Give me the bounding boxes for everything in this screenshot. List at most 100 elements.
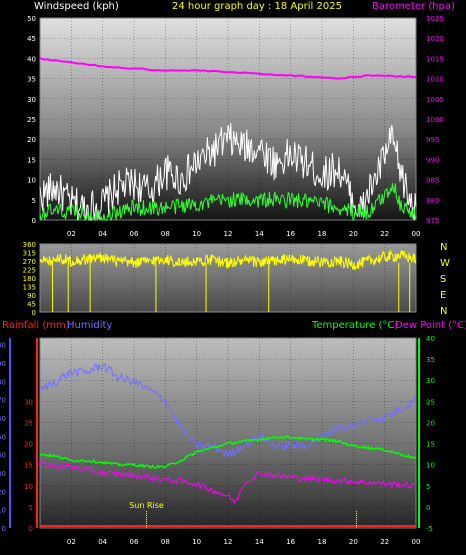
wind-tick-label: 5 <box>32 197 36 205</box>
wind-tick-label: 45 <box>27 35 36 43</box>
direction-series <box>39 249 417 271</box>
wind-tick-label: 50 <box>27 15 36 23</box>
baro-tick-label: 1025 <box>426 15 444 23</box>
temp-tick-label: 40 <box>426 335 435 343</box>
rain-tick-label: 30 <box>24 398 33 406</box>
windspeed-label: Windspeed (kph) <box>34 1 119 12</box>
compass-label: E <box>440 290 446 301</box>
x-tick-label: 22 <box>380 538 389 546</box>
wind-avg-series <box>39 183 417 222</box>
temp-tick-label: 15 <box>426 441 435 449</box>
gust-series <box>39 123 417 221</box>
rain-tick-label: 20 <box>24 441 33 449</box>
wind-barometer-chart: 0510152025303540455097598098599099510001… <box>27 15 444 238</box>
humidity-tick-label: 30 <box>0 470 6 478</box>
graph-title: 24 hour graph day : 18 April 2025 <box>172 1 342 12</box>
temp-tick-label: 20 <box>426 419 435 427</box>
barometer-label: Barometer (hpa) <box>372 1 455 12</box>
dir-tick-label: 180 <box>23 275 36 283</box>
temp-tick-label: -5 <box>426 525 433 533</box>
x-tick-label: 04 <box>98 230 107 238</box>
x-tick-label: 20 <box>349 538 358 546</box>
x-tick-label: 02 <box>67 538 76 546</box>
x-tick-label: 12 <box>224 538 233 546</box>
x-tick-label: 02 <box>67 230 76 238</box>
dir-tick-label: 360 <box>23 241 36 249</box>
x-tick-label: 16 <box>286 230 295 238</box>
wind-tick-label: 20 <box>27 136 36 144</box>
dir-tick-label: 315 <box>23 250 36 258</box>
x-tick-label: 06 <box>130 538 139 546</box>
x-tick-label: 00 <box>412 230 421 238</box>
compass-label: N <box>440 242 447 253</box>
plot-border <box>39 337 417 529</box>
x-tick-label: 18 <box>318 538 327 546</box>
humidity-tick-label: 20 <box>0 488 6 496</box>
dewpoint-series <box>39 461 417 505</box>
compass-label: W <box>440 258 450 269</box>
humidity-tick-label: 90 <box>0 360 6 368</box>
x-tick-label: 10 <box>192 230 201 238</box>
x-tick-label: 16 <box>286 538 295 546</box>
sunrise-label: Sun Rise <box>129 501 164 510</box>
humidity-tick-label: 60 <box>0 415 6 423</box>
x-tick-label: 20 <box>349 230 358 238</box>
wind-tick-label: 35 <box>27 76 36 84</box>
x-tick-label: 22 <box>380 230 389 238</box>
x-tick-label: 10 <box>192 538 201 546</box>
x-tick-label: 14 <box>255 538 264 546</box>
wind-tick-label: 30 <box>27 96 36 104</box>
wind-tick-label: 10 <box>27 177 36 185</box>
temperature-series <box>39 435 417 470</box>
temp-tick-label: 30 <box>426 377 435 385</box>
baro-tick-label: 995 <box>426 136 439 144</box>
x-tick-label: 04 <box>98 538 107 546</box>
baro-tick-label: 975 <box>426 217 439 225</box>
humidity-tick-label: 40 <box>0 452 6 460</box>
baro-tick-label: 1000 <box>426 116 444 124</box>
humidity-tick-label: 100 <box>0 342 6 350</box>
baro-tick-label: 980 <box>426 197 439 205</box>
dir-tick-label: 45 <box>27 301 36 309</box>
baro-tick-label: 1015 <box>426 55 444 63</box>
compass-label: S <box>440 274 446 285</box>
humidity-tick-label: 80 <box>0 378 6 386</box>
x-tick-label: 08 <box>161 230 170 238</box>
rain-tick-label: 25 <box>24 419 33 427</box>
humidity-tick-label: 70 <box>0 397 6 405</box>
dir-tick-label: 270 <box>23 258 36 266</box>
baro-tick-label: 1010 <box>426 76 444 84</box>
rain-tick-label: 5 <box>29 504 33 512</box>
baro-tick-label: 985 <box>426 177 439 185</box>
humidity-series <box>39 363 417 458</box>
baro-tick-label: 1020 <box>426 35 444 43</box>
x-tick-label: 06 <box>130 230 139 238</box>
dir-tick-label: 225 <box>23 267 36 275</box>
temp-tick-label: 10 <box>426 462 435 470</box>
rainfall-label: Rainfall (mm) <box>2 320 70 331</box>
x-tick-label: 12 <box>224 230 233 238</box>
temp-tick-label: 0 <box>426 504 430 512</box>
wind-tick-label: 40 <box>27 55 36 63</box>
x-tick-label: 00 <box>412 538 421 546</box>
barometer-series <box>39 56 416 80</box>
humidity-tick-label: 0 <box>2 525 6 533</box>
wind-tick-label: 25 <box>27 116 36 124</box>
plot-area <box>40 338 416 528</box>
rain-tick-label: 15 <box>24 462 33 470</box>
compass-label: N <box>440 306 447 317</box>
dewpoint-label: Dew Point (°C) <box>395 320 466 331</box>
humidity-tick-label: 50 <box>0 433 6 441</box>
plot-border <box>39 243 417 313</box>
dir-tick-label: 90 <box>27 292 36 300</box>
x-tick-label: 14 <box>255 230 264 238</box>
temp-tick-label: 25 <box>426 398 435 406</box>
x-tick-label: 08 <box>161 538 170 546</box>
dir-tick-label: 135 <box>23 284 36 292</box>
humidity-tick-label: 10 <box>0 507 6 515</box>
humidity-label: Humidity <box>67 320 113 331</box>
rain-humidity-temperature-chart: -505101520253035400102030405060708090100… <box>0 335 435 546</box>
baro-tick-label: 990 <box>426 156 439 164</box>
